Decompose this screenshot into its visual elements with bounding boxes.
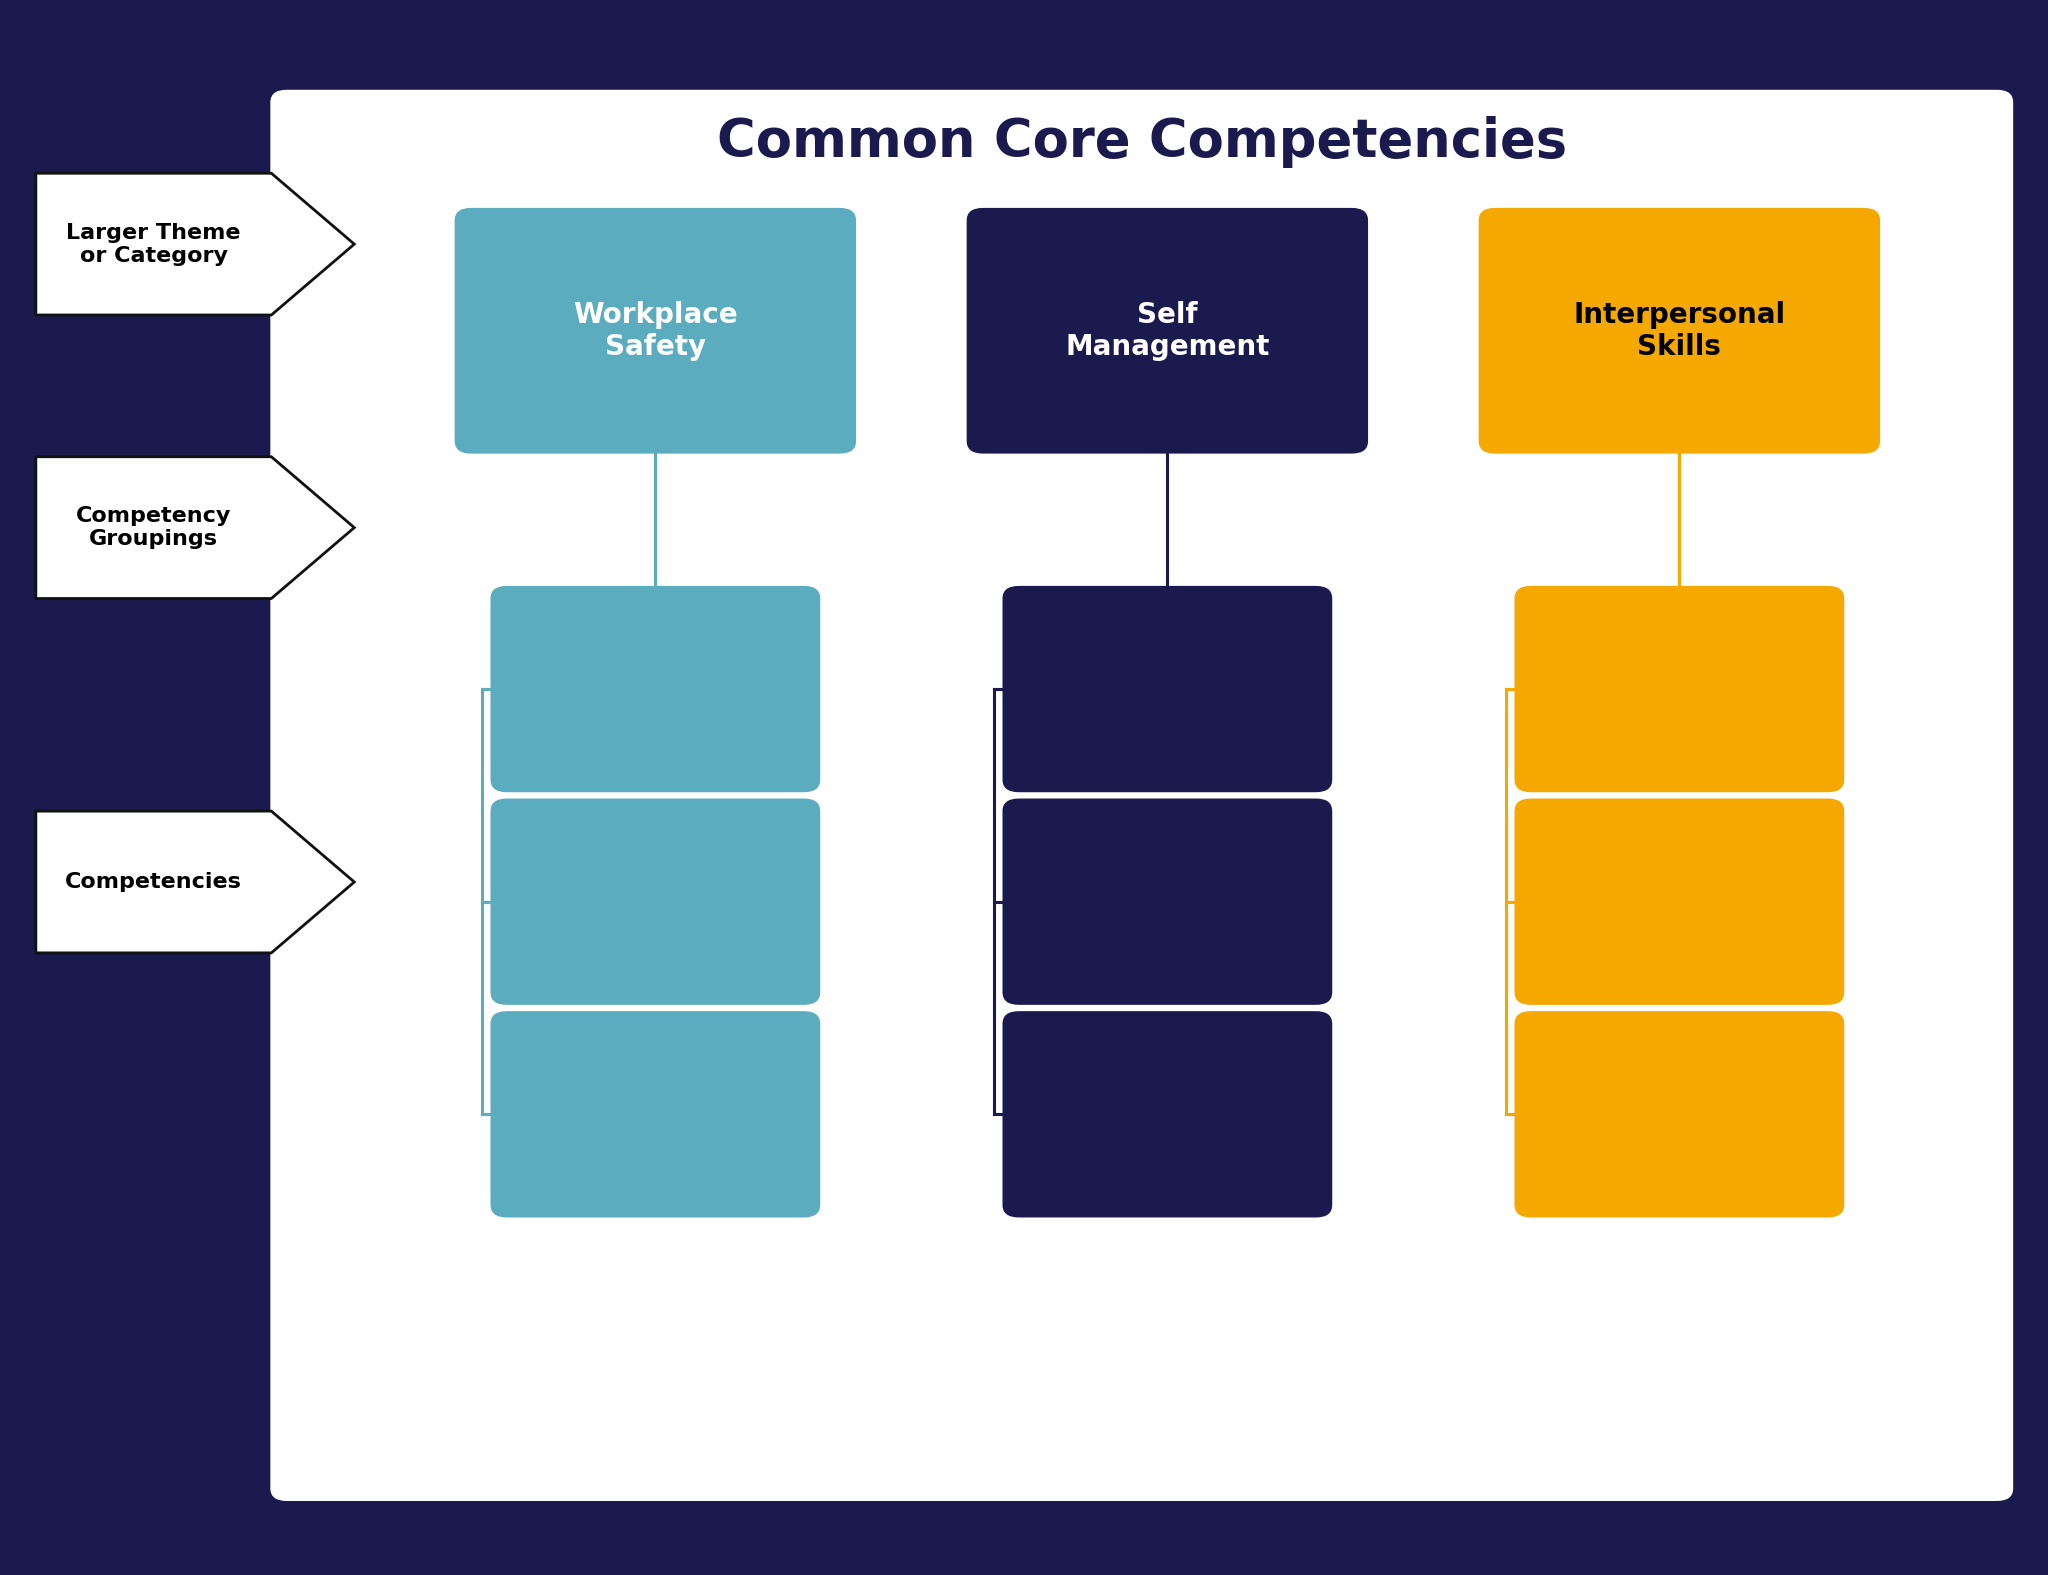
- Text: Larger Theme
or Category: Larger Theme or Category: [66, 222, 242, 266]
- Polygon shape: [35, 173, 354, 315]
- Text: Competencies: Competencies: [66, 873, 242, 891]
- FancyBboxPatch shape: [455, 208, 856, 454]
- FancyBboxPatch shape: [1513, 586, 1843, 792]
- Polygon shape: [35, 457, 354, 598]
- FancyBboxPatch shape: [1001, 1011, 1331, 1217]
- Text: Competency
Groupings: Competency Groupings: [76, 506, 231, 550]
- FancyBboxPatch shape: [492, 586, 819, 792]
- FancyBboxPatch shape: [1513, 799, 1843, 1005]
- Text: Interpersonal
Skills: Interpersonal Skills: [1573, 301, 1786, 361]
- FancyBboxPatch shape: [492, 1011, 819, 1217]
- FancyBboxPatch shape: [270, 90, 2013, 1501]
- FancyBboxPatch shape: [1479, 208, 1880, 454]
- Text: Common Core Competencies: Common Core Competencies: [717, 115, 1567, 169]
- Text: Workplace
Safety: Workplace Safety: [573, 301, 737, 361]
- FancyBboxPatch shape: [1001, 799, 1331, 1005]
- Text: Self
Management: Self Management: [1065, 301, 1270, 361]
- FancyBboxPatch shape: [1513, 1011, 1843, 1217]
- FancyBboxPatch shape: [492, 799, 819, 1005]
- Polygon shape: [35, 811, 354, 953]
- FancyBboxPatch shape: [1001, 586, 1331, 792]
- FancyBboxPatch shape: [967, 208, 1368, 454]
